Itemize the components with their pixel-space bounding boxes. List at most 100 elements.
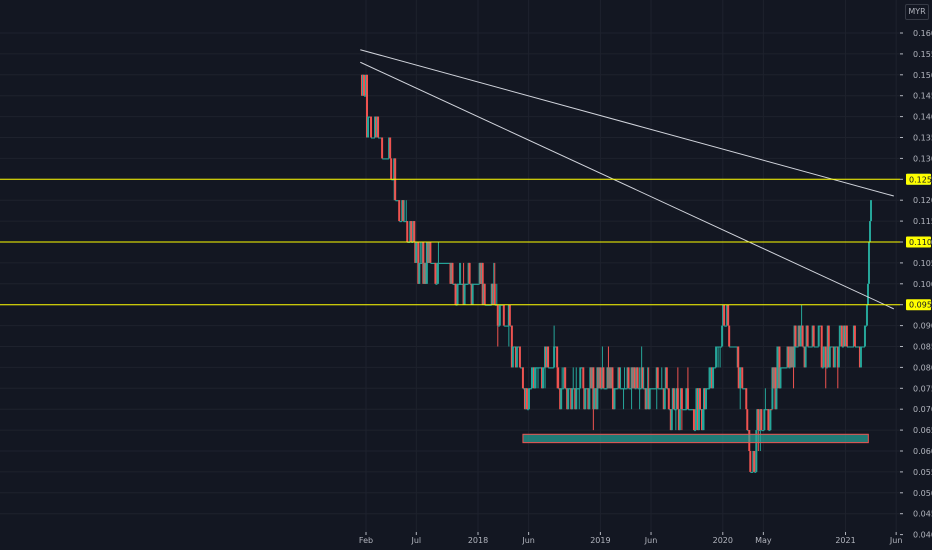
candle-body — [571, 388, 574, 410]
candle-body — [728, 325, 731, 347]
support-zone[interactable] — [522, 433, 869, 444]
candle-body — [774, 367, 777, 410]
candle-body — [372, 137, 375, 139]
candle-body — [798, 325, 801, 347]
candle-body — [685, 388, 688, 410]
candle-body — [641, 367, 644, 389]
candle-body — [458, 283, 461, 285]
currency-badge[interactable]: MYR — [905, 4, 929, 20]
candle-body — [413, 221, 416, 242]
candle-body — [817, 325, 820, 347]
candle-body — [443, 262, 446, 264]
candle-body — [587, 388, 590, 410]
y-tick-label: 0.120 — [913, 196, 932, 205]
time-scale[interactable] — [0, 532, 932, 550]
candle-body — [716, 346, 719, 348]
candle-body — [844, 325, 847, 347]
candle-body — [594, 388, 597, 390]
y-tick-label: 0.090 — [913, 322, 932, 331]
y-tick-label: 0.080 — [913, 363, 932, 372]
candle-body — [545, 346, 548, 368]
candle-body — [799, 325, 802, 347]
candle-body — [614, 388, 617, 390]
x-axis-ticks: Feb Jul 2018 Jun 2019 Jun 2020 May 2021 Jun — [359, 532, 902, 545]
candle-body — [470, 283, 473, 305]
candle-body — [609, 367, 612, 389]
candle-body — [525, 388, 528, 410]
trendlines[interactable] — [360, 49, 895, 310]
candle-body — [761, 430, 764, 432]
candle-body — [580, 367, 583, 369]
candle-body — [429, 242, 432, 263]
trendline[interactable] — [360, 49, 894, 197]
candle-body — [448, 262, 451, 264]
candle-body — [395, 200, 398, 202]
candle-body — [496, 304, 499, 326]
candle-body — [757, 409, 760, 431]
candle-body — [617, 367, 620, 389]
candle-body — [643, 388, 646, 390]
candle-body — [438, 262, 441, 264]
candle-body — [600, 388, 603, 390]
support-zone-rect[interactable] — [522, 433, 869, 444]
candle-body — [497, 325, 500, 327]
candle-body — [463, 283, 466, 305]
candle-body — [655, 367, 658, 389]
candle-body — [710, 367, 713, 369]
candle-body — [490, 283, 493, 305]
candle-body — [482, 283, 485, 305]
candle-body — [805, 325, 808, 347]
candle-body — [714, 367, 717, 369]
candle-body — [665, 367, 668, 389]
candle-body — [518, 346, 521, 368]
candle-body — [446, 262, 449, 264]
candle-body — [597, 367, 600, 389]
candle-body — [816, 346, 819, 348]
candle-body — [575, 388, 578, 410]
candle-body — [620, 388, 623, 390]
candle-body — [381, 137, 384, 159]
candle-body — [694, 409, 697, 431]
candle-body — [578, 388, 581, 390]
candle-body — [401, 200, 404, 222]
candle-body — [826, 325, 829, 368]
candle-body — [862, 346, 865, 348]
candle-body — [547, 346, 550, 368]
candle-body — [442, 262, 445, 264]
candle-body — [653, 388, 656, 390]
candle-body — [369, 116, 372, 118]
horizontal-levels[interactable] — [0, 178, 900, 306]
candle-body — [422, 242, 425, 284]
candle-body — [440, 262, 443, 264]
candle-body — [613, 388, 616, 410]
x-tick-label: Jul — [410, 536, 421, 545]
candle-body — [424, 262, 427, 284]
candle-body — [604, 388, 607, 390]
candle-body — [400, 221, 403, 223]
candle-body — [618, 367, 621, 389]
candle-body — [723, 304, 726, 326]
candle-body — [758, 430, 761, 432]
candle-body — [663, 388, 666, 410]
candle-body — [404, 221, 407, 223]
candle-body — [791, 346, 794, 368]
candle-body — [656, 367, 659, 389]
candle-body — [742, 388, 745, 390]
candle-body — [731, 346, 734, 348]
candle-body — [478, 262, 481, 284]
candle-body — [528, 388, 531, 390]
candle-body — [703, 388, 706, 410]
candle-body — [781, 367, 784, 369]
y-tick-label: 0.100 — [913, 280, 932, 289]
candle-body — [548, 367, 551, 369]
candle-body — [803, 346, 806, 368]
candle-body — [711, 367, 714, 389]
candle-body — [636, 367, 639, 389]
trendline[interactable] — [360, 61, 895, 310]
candle-body — [599, 367, 602, 389]
candle-body — [829, 346, 832, 348]
candle-body — [363, 95, 366, 97]
candle-body — [726, 304, 729, 326]
price-scale[interactable] — [900, 0, 932, 550]
